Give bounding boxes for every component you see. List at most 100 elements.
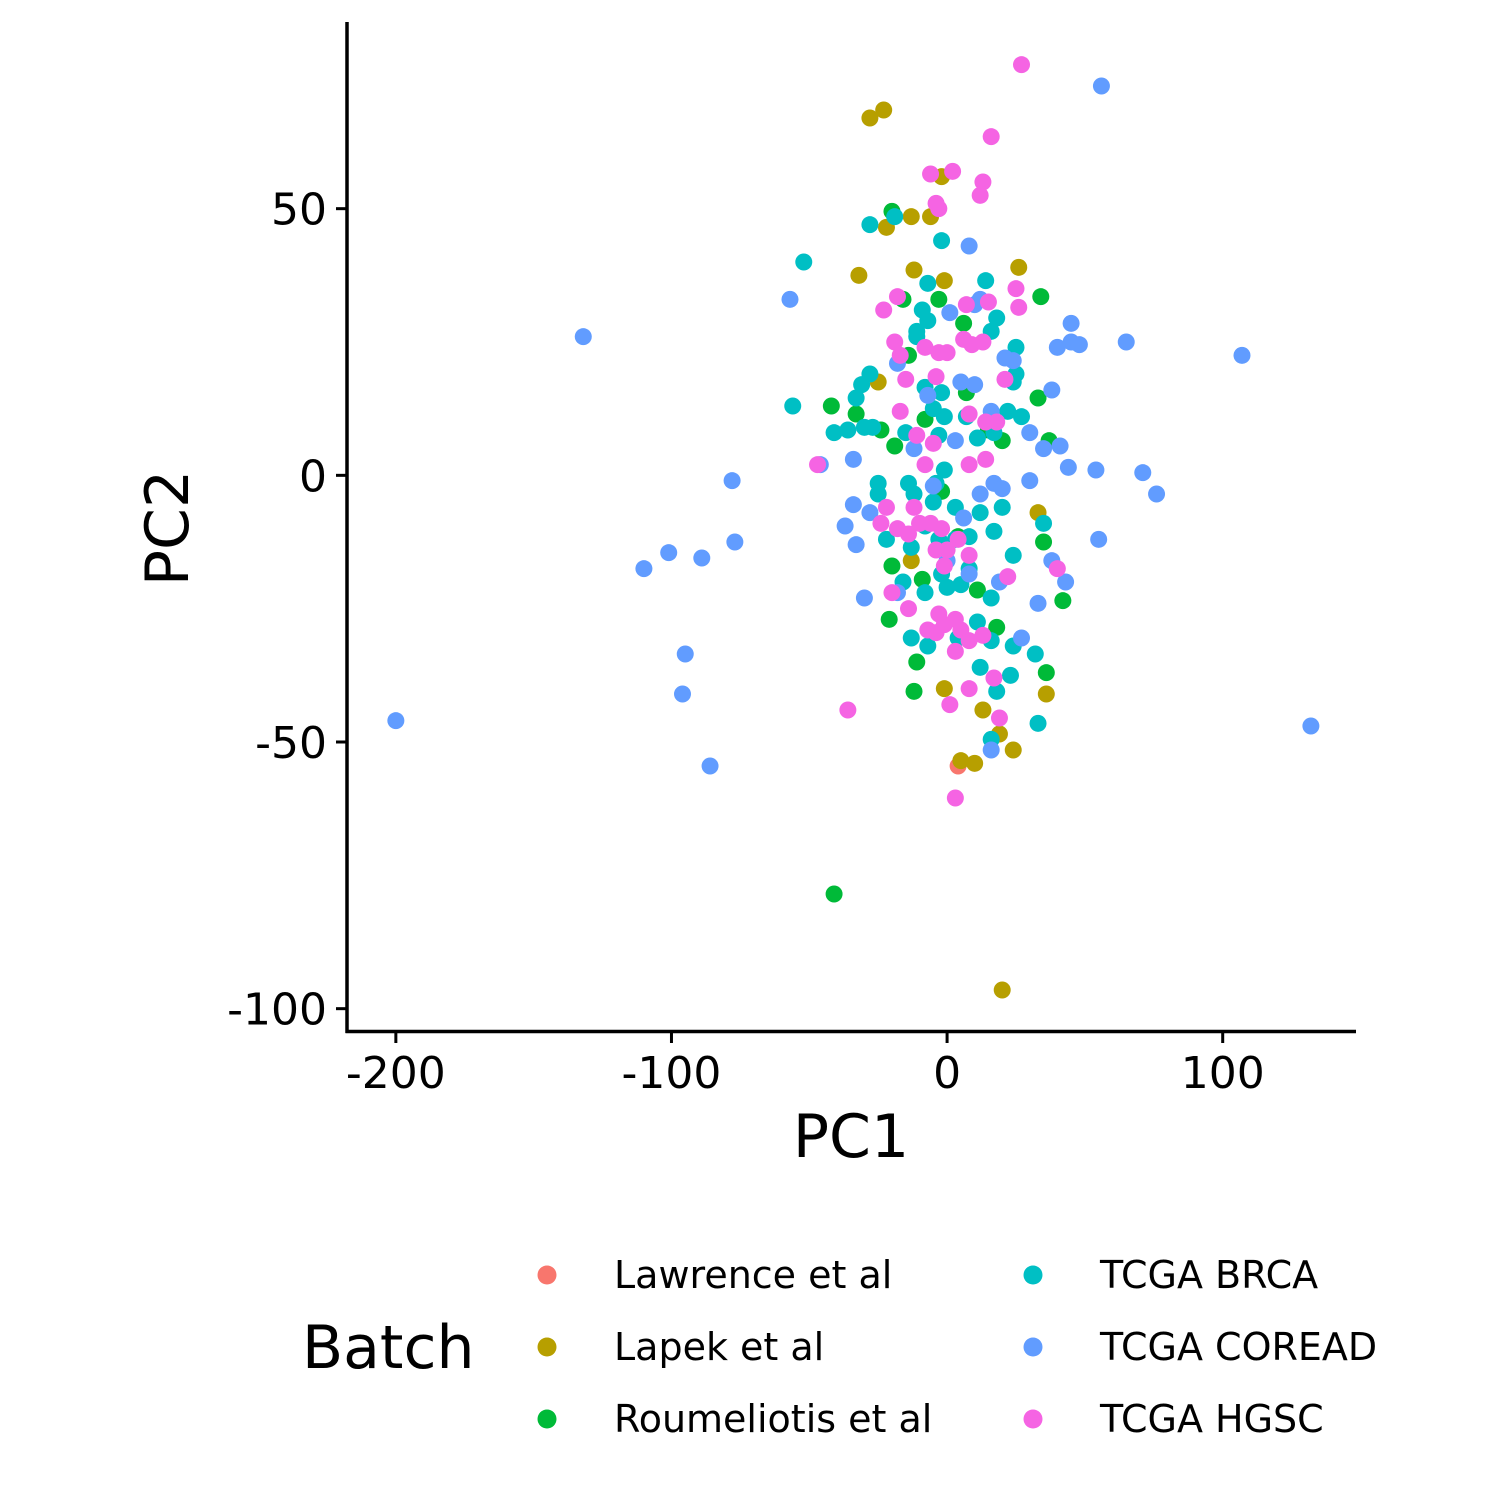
x-tick-label: -100 (622, 1048, 722, 1099)
data-point (933, 520, 951, 538)
data-point (875, 101, 893, 119)
data-point (996, 349, 1014, 367)
data-point (905, 498, 923, 516)
data-point (900, 600, 918, 618)
data-point (905, 261, 923, 279)
data-point (1062, 314, 1080, 332)
data-point (1054, 592, 1072, 610)
data-point (844, 496, 862, 514)
data-point (952, 752, 970, 770)
data-point (1090, 530, 1108, 548)
data-point (1048, 560, 1066, 578)
y-axis-ticks: -100 -50 0 50 (227, 185, 347, 1036)
y-tick-label: -50 (255, 718, 327, 769)
data-point (966, 376, 984, 394)
data-point (960, 632, 978, 650)
data-point (935, 680, 953, 698)
data-point (974, 333, 992, 351)
data-point (1037, 685, 1055, 703)
data-point (966, 754, 984, 772)
data-point (941, 696, 959, 714)
data-point (875, 301, 893, 319)
data-point (960, 565, 978, 583)
data-point (886, 437, 904, 455)
legend-key (1023, 1337, 1043, 1357)
data-point (900, 525, 918, 543)
legend-label: Roumeliotis et al (614, 1397, 932, 1441)
data-point (968, 581, 986, 599)
data-point (979, 293, 997, 311)
data-point (897, 370, 915, 388)
data-point (935, 272, 953, 290)
data-point (999, 402, 1017, 420)
data-point (988, 309, 1006, 327)
data-point (847, 405, 865, 423)
data-point (1029, 389, 1047, 407)
data-point (913, 570, 931, 588)
data-point (985, 522, 1003, 540)
data-point (996, 370, 1014, 388)
data-point (635, 560, 653, 578)
data-point (985, 669, 1003, 687)
data-point (673, 685, 691, 703)
x-axis-title: PC1 (793, 1102, 909, 1172)
data-point (1026, 645, 1044, 663)
data-point (886, 333, 904, 351)
data-point (955, 509, 973, 527)
data-point (971, 186, 989, 204)
data-point (836, 517, 854, 535)
x-tick-label: 0 (933, 1048, 961, 1099)
legend-label: Lawrence et al (614, 1253, 892, 1297)
legend-label: TCGA BRCA (1099, 1253, 1318, 1297)
y-tick-label: 50 (271, 185, 327, 236)
data-point (861, 504, 879, 522)
data-point (1004, 741, 1022, 759)
data-point (993, 480, 1011, 498)
data-point (886, 208, 904, 226)
data-point (847, 389, 865, 407)
data-point (919, 637, 937, 655)
data-point (919, 386, 937, 404)
data-point (952, 373, 970, 391)
data-point (660, 544, 678, 562)
data-point (902, 538, 920, 556)
data-point (1013, 56, 1031, 74)
data-point (1092, 77, 1110, 95)
data-point (723, 472, 741, 490)
data-point (1035, 440, 1053, 458)
points-layer (387, 56, 1320, 999)
data-point (930, 290, 948, 308)
data-point (1048, 338, 1066, 356)
data-point (676, 645, 694, 663)
data-point (693, 549, 711, 567)
data-point (977, 272, 995, 290)
data-point (888, 288, 906, 306)
data-point (1035, 514, 1053, 532)
data-point (1087, 461, 1105, 479)
data-point (872, 514, 890, 532)
data-point (861, 109, 879, 127)
data-point (1032, 288, 1050, 306)
legend-key (537, 1265, 557, 1285)
data-point (1013, 408, 1031, 426)
data-point (1007, 338, 1025, 356)
legend-items: Lawrence et al Lapek et al Roumeliotis et … (537, 1253, 1377, 1441)
data-point (891, 402, 909, 420)
data-point (1059, 458, 1077, 476)
data-point (891, 346, 909, 364)
data-point (902, 552, 920, 570)
data-point (938, 344, 956, 362)
data-point (825, 424, 843, 442)
data-point (1004, 546, 1022, 564)
data-point (726, 533, 744, 551)
legend-label: TCGA COREAD (1099, 1325, 1377, 1369)
data-point (902, 629, 920, 647)
data-point (839, 701, 857, 719)
data-point (880, 610, 898, 628)
data-point (974, 701, 992, 719)
data-point (924, 434, 942, 452)
data-point (916, 584, 934, 602)
series-1 (850, 101, 1055, 999)
